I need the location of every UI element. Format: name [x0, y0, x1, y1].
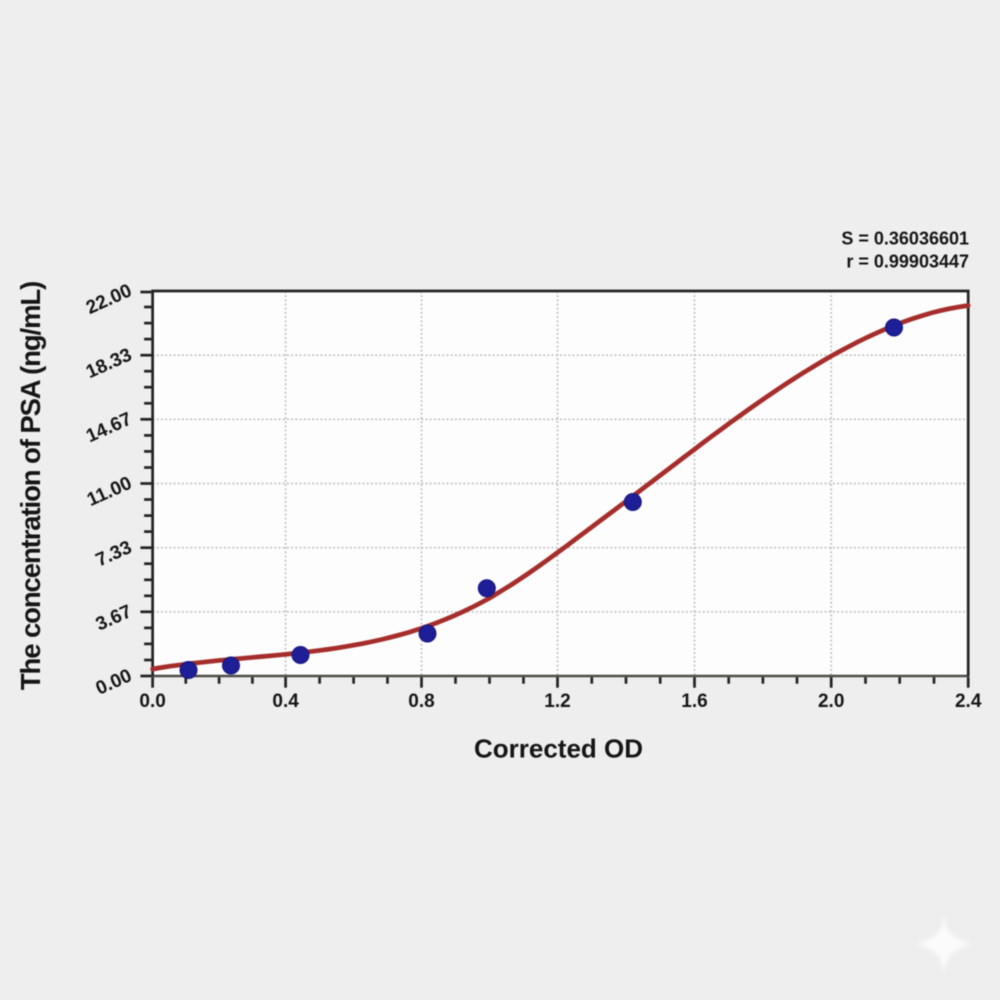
- svg-text:3.67: 3.67: [93, 601, 135, 635]
- svg-text:The concentration of PSA (ng/m: The concentration of PSA (ng/mL): [15, 282, 46, 690]
- svg-text:0.0: 0.0: [139, 691, 165, 712]
- svg-text:2.4: 2.4: [955, 691, 982, 712]
- svg-text:22.00: 22.00: [83, 280, 135, 319]
- svg-text:7.33: 7.33: [93, 537, 135, 571]
- svg-text:0.4: 0.4: [272, 691, 299, 712]
- svg-text:r = 0.99903447: r = 0.99903447: [846, 252, 969, 272]
- svg-text:2.0: 2.0: [818, 691, 844, 712]
- svg-text:S = 0.36036601: S = 0.36036601: [841, 229, 969, 249]
- svg-text:1.2: 1.2: [544, 691, 570, 712]
- svg-text:0.00: 0.00: [93, 665, 135, 699]
- svg-text:14.67: 14.67: [83, 409, 135, 448]
- svg-text:18.33: 18.33: [83, 345, 135, 384]
- svg-text:11.00: 11.00: [84, 473, 135, 511]
- svg-text:1.6: 1.6: [681, 691, 707, 712]
- svg-text:Corrected OD: Corrected OD: [474, 734, 643, 764]
- svg-text:0.8: 0.8: [408, 691, 434, 712]
